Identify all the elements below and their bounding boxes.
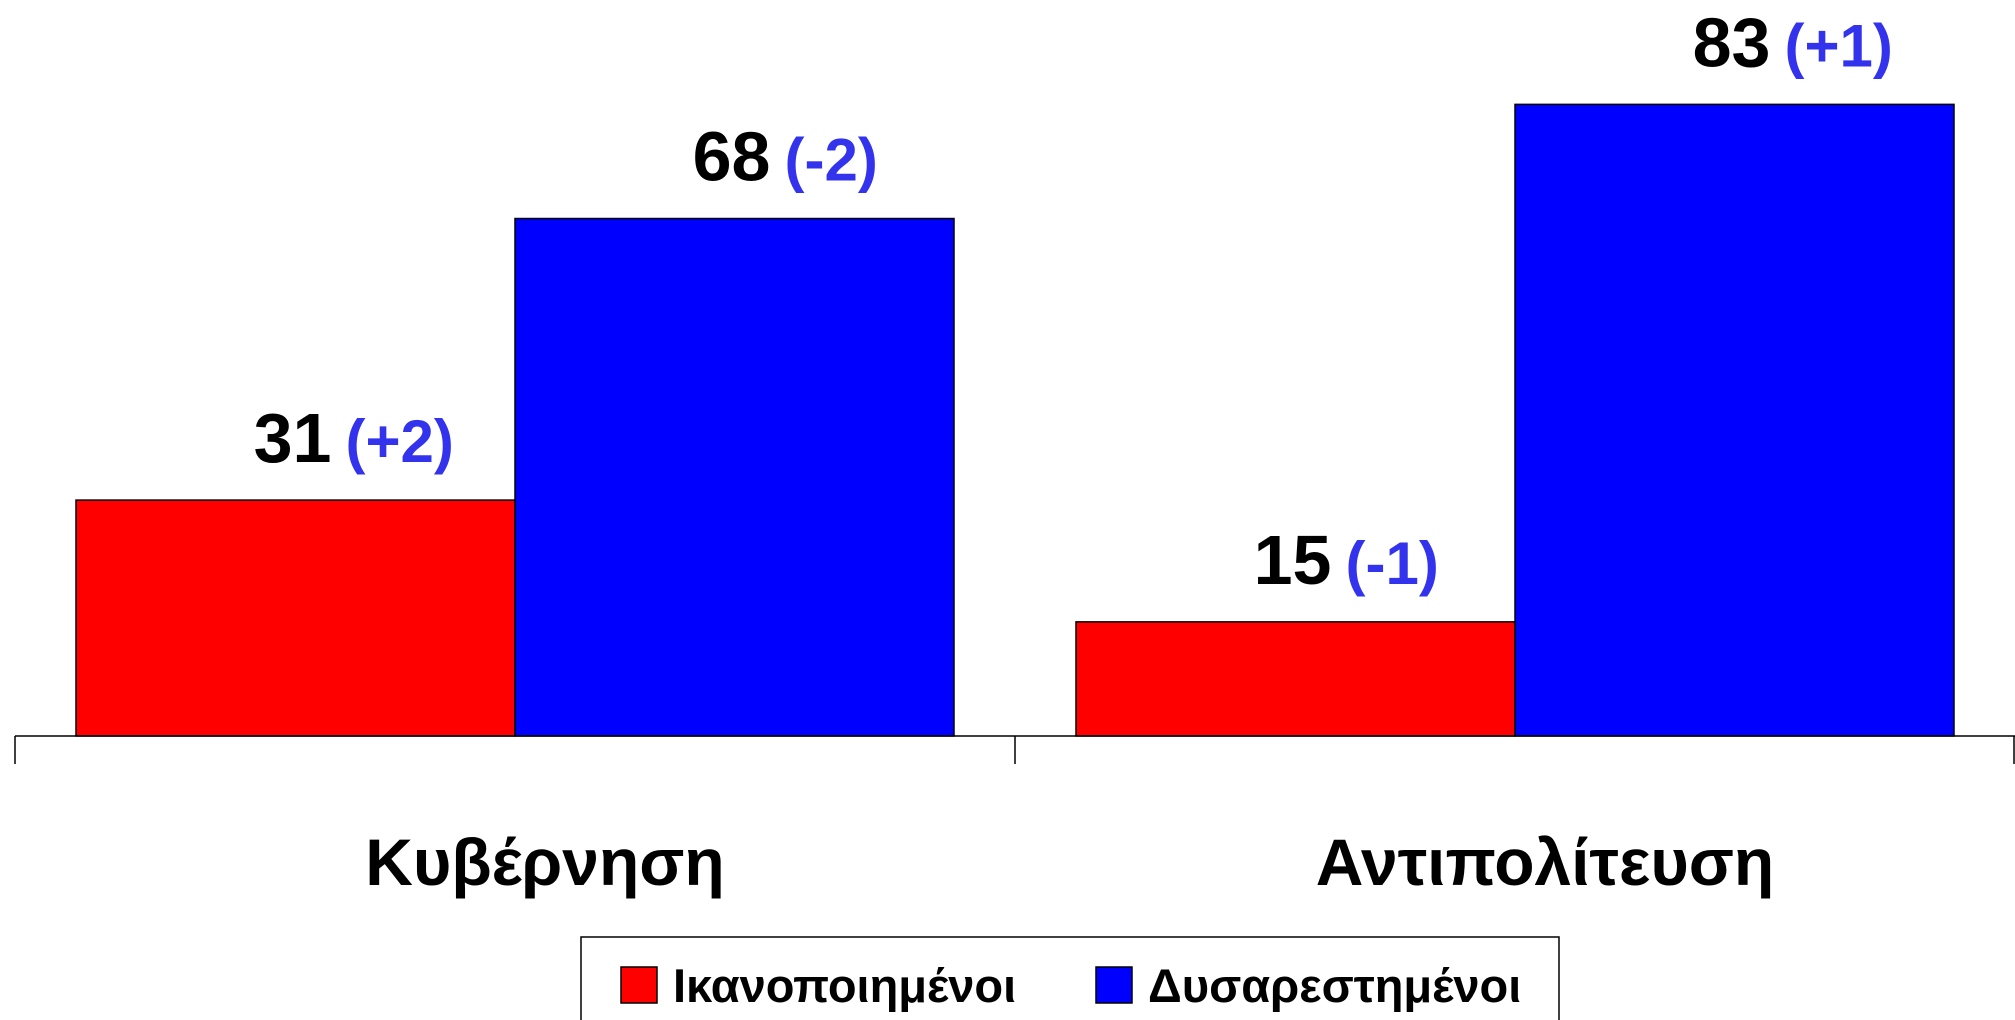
legend-label: Δυσαρεστημένοι <box>1148 959 1521 1012</box>
change-label: (-1) <box>1346 530 1439 597</box>
bar <box>1514 103 1955 737</box>
legend-box <box>580 936 1560 1020</box>
legend-swatch <box>1095 966 1133 1004</box>
category-label: Αντιπολίτευση <box>1316 825 1774 899</box>
legend-swatch <box>620 966 658 1004</box>
change-label: (+2) <box>346 408 454 475</box>
value-label: 15 <box>1254 521 1332 599</box>
value-label: 68 <box>693 118 771 196</box>
bar <box>1075 621 1516 737</box>
bar <box>514 217 955 737</box>
change-label: (-2) <box>785 127 878 194</box>
category-label: Κυβέρνηση <box>365 825 724 899</box>
value-label: 31 <box>254 399 332 477</box>
value-label: 83 <box>1693 3 1771 81</box>
change-label: (+1) <box>1785 12 1893 79</box>
legend-label: Ικανοποιημένοι <box>673 959 1016 1012</box>
bar <box>75 499 516 737</box>
